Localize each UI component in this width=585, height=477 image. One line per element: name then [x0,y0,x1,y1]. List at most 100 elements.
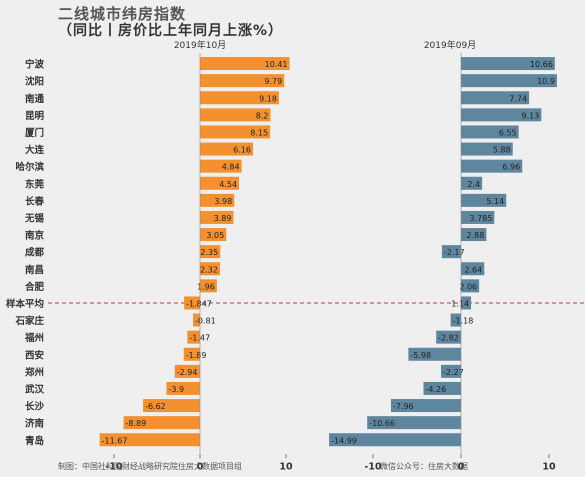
data-label: 6.55 [499,128,517,137]
data-label: 9.18 [259,94,277,103]
category-label: 南昌 [25,264,44,276]
data-label: 3.05 [206,231,224,240]
data-label: 3.785 [469,214,492,223]
data-label: -1.847 [186,299,212,308]
bar [461,74,557,88]
data-label: 9.79 [264,77,282,86]
bar [200,245,221,259]
x-tick-label: -10 [105,461,123,472]
category-label: 长沙 [25,401,45,413]
bar [390,399,461,413]
bar [461,57,555,71]
bar [200,193,235,207]
category-label: 长春 [25,195,45,207]
bar [450,313,461,327]
bar [461,125,519,139]
bar [200,262,220,276]
bar [423,381,461,395]
data-label: -2.17 [444,248,465,257]
category-label: 合肥 [25,281,45,293]
category-label: 大连 [25,144,45,156]
category-label: 东莞 [25,178,45,190]
series-header: 2019年10月 [174,39,226,51]
bar [367,416,461,430]
category-label: 沈阳 [25,76,44,88]
data-label: -8.89 [126,419,147,428]
x-tick-label: 10 [279,461,293,472]
bar [200,210,234,224]
category-label: 郑州 [25,366,44,378]
data-label: 2.06 [459,282,477,291]
bar [166,381,200,395]
bar [200,125,271,139]
data-label: 5.88 [493,146,511,155]
bar [329,433,461,447]
data-label: 8.15 [250,128,268,137]
bar [461,142,513,156]
data-label: 4.84 [222,163,240,172]
data-label: 3.98 [214,197,232,206]
wechat-note: 微信公众号：住房大数据 [380,462,468,471]
bar [461,176,483,190]
data-label: 6.96 [502,163,520,172]
category-label: 宁波 [25,59,45,71]
data-label: -6.62 [145,402,166,411]
bar [123,416,200,430]
data-label: -2.82 [438,334,459,343]
data-label: -10.66 [369,419,395,428]
bar [461,228,487,242]
x-tick-label: -10 [364,461,382,472]
category-label: 石家庄 [14,315,44,327]
bar [461,91,530,105]
bar [200,159,242,173]
data-label: 2.4 [467,180,480,189]
bar [200,176,240,190]
bar [184,296,200,310]
bar [200,142,253,156]
data-label: 1.14 [451,299,469,308]
data-label: 10.41 [265,60,288,69]
bar [200,91,279,105]
bar [408,347,461,361]
category-label: 厦门 [25,127,44,139]
x-tick-label: 0 [458,461,465,472]
bar [461,193,507,207]
category-label: 成都 [25,247,45,259]
data-label: -5.98 [410,351,431,360]
category-label: 西安 [25,349,45,361]
category-label: 样本平均 [6,298,45,310]
category-label: 福州 [24,332,44,344]
data-label: 2.32 [200,265,218,274]
data-label: -1.89 [186,351,207,360]
bar [200,57,290,71]
data-label: 8.2 [256,111,269,120]
data-label: 6.16 [233,146,251,155]
bar [174,364,200,378]
data-label: -0.81 [195,317,216,326]
bar [461,210,495,224]
data-label: -7.96 [393,402,414,411]
category-label: 武汉 [25,383,45,395]
bar [461,262,485,276]
bar [461,159,523,173]
data-label: -11.67 [102,436,128,445]
category-label: 青岛 [25,435,44,447]
bar [461,108,542,122]
x-tick-label: 10 [542,461,556,472]
bar [200,228,227,242]
bar [99,433,200,447]
category-label: 南京 [25,230,45,242]
data-label: 2.35 [200,248,218,257]
bar [187,330,200,344]
data-label: -3.9 [168,385,184,394]
bar [461,279,480,293]
category-label: 南通 [25,93,45,105]
x-tick-label: 0 [197,461,204,472]
data-label: -14.99 [331,436,357,445]
bar [441,245,461,259]
bar [183,347,200,361]
source-note: 制图：中国社科院财经战略研究院住房大数据项目组 [58,462,242,471]
data-label: -2.94 [177,368,198,377]
bar [461,296,472,310]
